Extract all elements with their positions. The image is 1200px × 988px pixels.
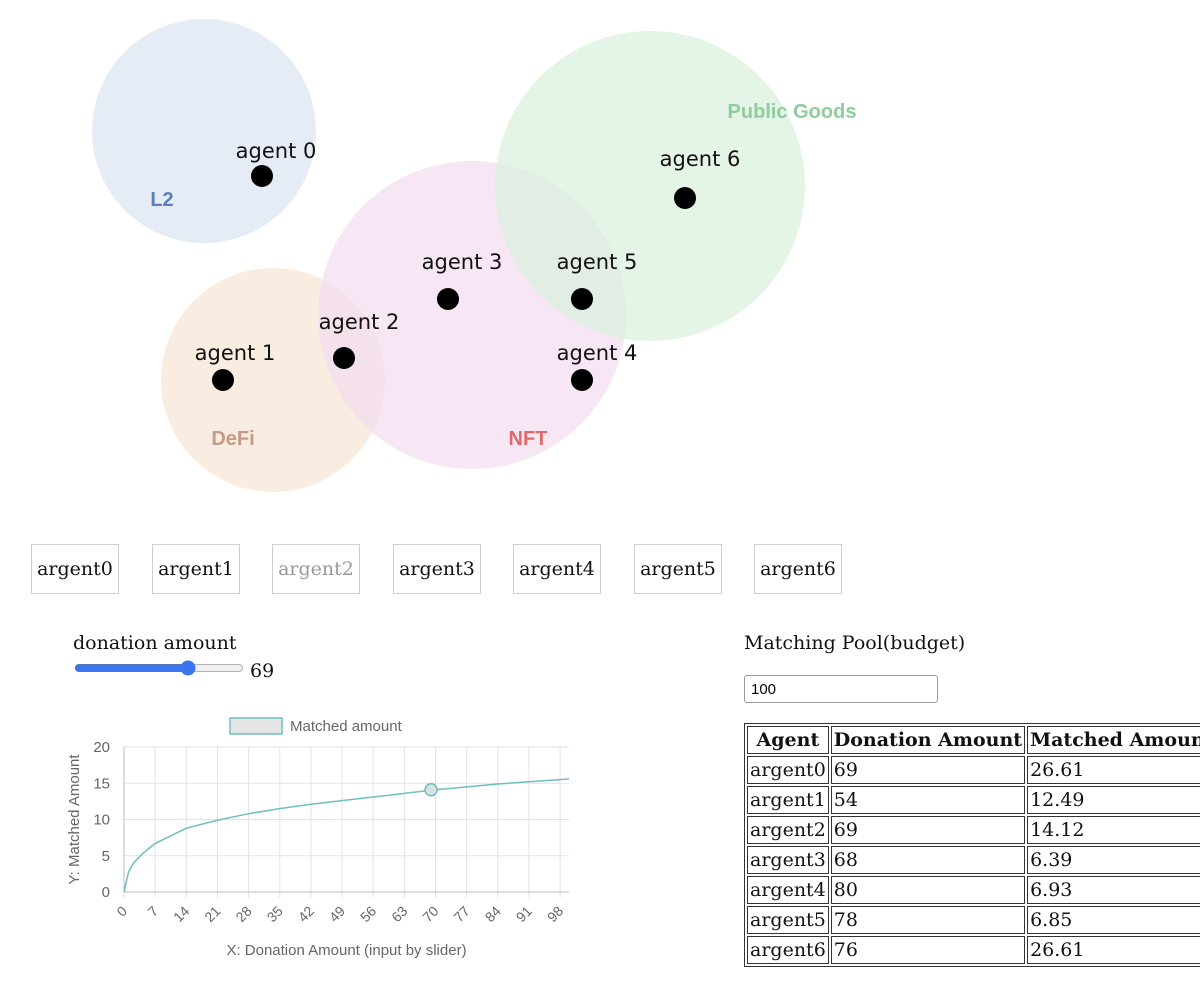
x-tick-label: 91 [513, 903, 535, 925]
x-tick-label: 98 [544, 903, 566, 925]
y-axis-title: Y: Matched Amount [66, 754, 83, 885]
cell-agent: argent3 [747, 846, 829, 874]
x-tick-label: 77 [450, 903, 472, 925]
table-row: argent6 76 26.61 [747, 936, 1200, 964]
table-row: argent0 69 26.61 [747, 756, 1200, 784]
agent-dot[interactable] [571, 369, 593, 391]
cell-agent: argent2 [747, 816, 829, 844]
x-tick-label: 63 [388, 903, 410, 925]
cell-matched: 14.12 [1027, 816, 1200, 844]
header-agent: Agent [747, 726, 829, 754]
venn-set-l2 [92, 19, 316, 243]
cell-donation: 76 [830, 936, 1026, 964]
cell-matched: 6.39 [1027, 846, 1200, 874]
agent-button-5[interactable]: argent5 [634, 544, 722, 594]
table-row: argent3 68 6.39 [747, 846, 1200, 874]
venn-set-label-public-goods: Public Goods [728, 101, 857, 123]
x-tick-label: 28 [232, 903, 254, 925]
x-tick-label: 70 [419, 903, 441, 925]
table-header-row: Agent Donation Amount Matched Amount [747, 726, 1200, 754]
x-tick-label: 35 [264, 903, 286, 925]
cell-matched: 26.61 [1027, 756, 1200, 784]
agent-dot[interactable] [674, 187, 696, 209]
agent-button-3[interactable]: argent3 [393, 544, 481, 594]
header-donation-amount: Donation Amount [830, 726, 1026, 754]
venn-set-public-goods [495, 31, 805, 341]
venn-diagram: L2 DeFi NFT Public Goods agent 0 agent 1… [92, 19, 857, 492]
cell-agent: argent6 [747, 936, 829, 964]
venn-set-label-nft: NFT [509, 428, 548, 450]
agent-dot[interactable] [571, 288, 593, 310]
x-tick-label: 42 [295, 903, 317, 925]
table-row: argent4 80 6.93 [747, 876, 1200, 904]
cell-agent: argent5 [747, 906, 829, 934]
x-tick-label: 21 [201, 903, 223, 925]
agent-dot[interactable] [251, 165, 273, 187]
cell-agent: argent0 [747, 756, 829, 784]
cell-donation: 80 [830, 876, 1026, 904]
matching-pool-input[interactable] [744, 675, 938, 703]
matching-pool-label: Matching Pool(budget) [744, 632, 966, 654]
agent-dot[interactable] [212, 369, 234, 391]
agent-label: agent 6 [660, 147, 741, 171]
cell-donation: 69 [830, 816, 1026, 844]
cell-matched: 6.85 [1027, 906, 1200, 934]
agent-button-2[interactable]: argent2 [272, 544, 360, 594]
agent-dot[interactable] [437, 288, 459, 310]
table-row: argent2 69 14.12 [747, 816, 1200, 844]
agent-label: agent 1 [195, 341, 276, 365]
x-axis-title: X: Donation Amount (input by slider) [226, 942, 466, 959]
donation-amount-label: donation amount [73, 632, 237, 654]
cell-matched: 6.93 [1027, 876, 1200, 904]
cell-donation: 69 [830, 756, 1026, 784]
y-tick-label: 5 [102, 848, 110, 865]
cell-agent: argent4 [747, 876, 829, 904]
agent-label: agent 3 [422, 250, 503, 274]
agent-button-1[interactable]: argent1 [152, 544, 240, 594]
x-tick-label: 84 [482, 903, 504, 925]
cell-donation: 54 [830, 786, 1026, 814]
donation-value: 69 [250, 660, 275, 682]
series-line-matched-amount [123, 778, 570, 893]
agent-button-4[interactable]: argent4 [513, 544, 601, 594]
agent-label: agent 5 [557, 250, 638, 274]
cell-donation: 78 [830, 906, 1026, 934]
agent-label: agent 0 [236, 139, 317, 163]
y-tick-label: 10 [93, 812, 110, 829]
x-tick-label: 7 [144, 903, 161, 920]
y-tick-label: 20 [93, 739, 110, 756]
cell-matched: 12.49 [1027, 786, 1200, 814]
agent-label: agent 4 [557, 341, 638, 365]
x-tick-label: 56 [357, 903, 379, 925]
legend-swatch [229, 717, 283, 735]
highlight-point [424, 783, 438, 797]
x-tick-label: 0 [113, 903, 130, 920]
x-tick-label: 49 [326, 903, 348, 925]
x-tick-label: 14 [170, 903, 192, 925]
cell-donation: 68 [830, 846, 1026, 874]
cell-matched: 26.61 [1027, 936, 1200, 964]
agent-label: agent 2 [319, 310, 400, 334]
agent-button-6[interactable]: argent6 [754, 544, 842, 594]
cell-agent: argent1 [747, 786, 829, 814]
table-row: argent1 54 12.49 [747, 786, 1200, 814]
y-tick-label: 0 [102, 884, 110, 901]
results-table: Agent Donation Amount Matched Amount arg… [744, 723, 1200, 967]
venn-set-label-l2: L2 [150, 189, 173, 211]
agent-dot[interactable] [333, 347, 355, 369]
donation-slider[interactable] [74, 658, 244, 678]
y-tick-label: 15 [93, 775, 110, 792]
header-matched-amount: Matched Amount [1027, 726, 1200, 754]
legend-label: Matched amount [290, 718, 403, 735]
table-row: argent5 78 6.85 [747, 906, 1200, 934]
venn-set-label-defi: DeFi [211, 428, 254, 450]
agent-button-0[interactable]: argent0 [31, 544, 119, 594]
